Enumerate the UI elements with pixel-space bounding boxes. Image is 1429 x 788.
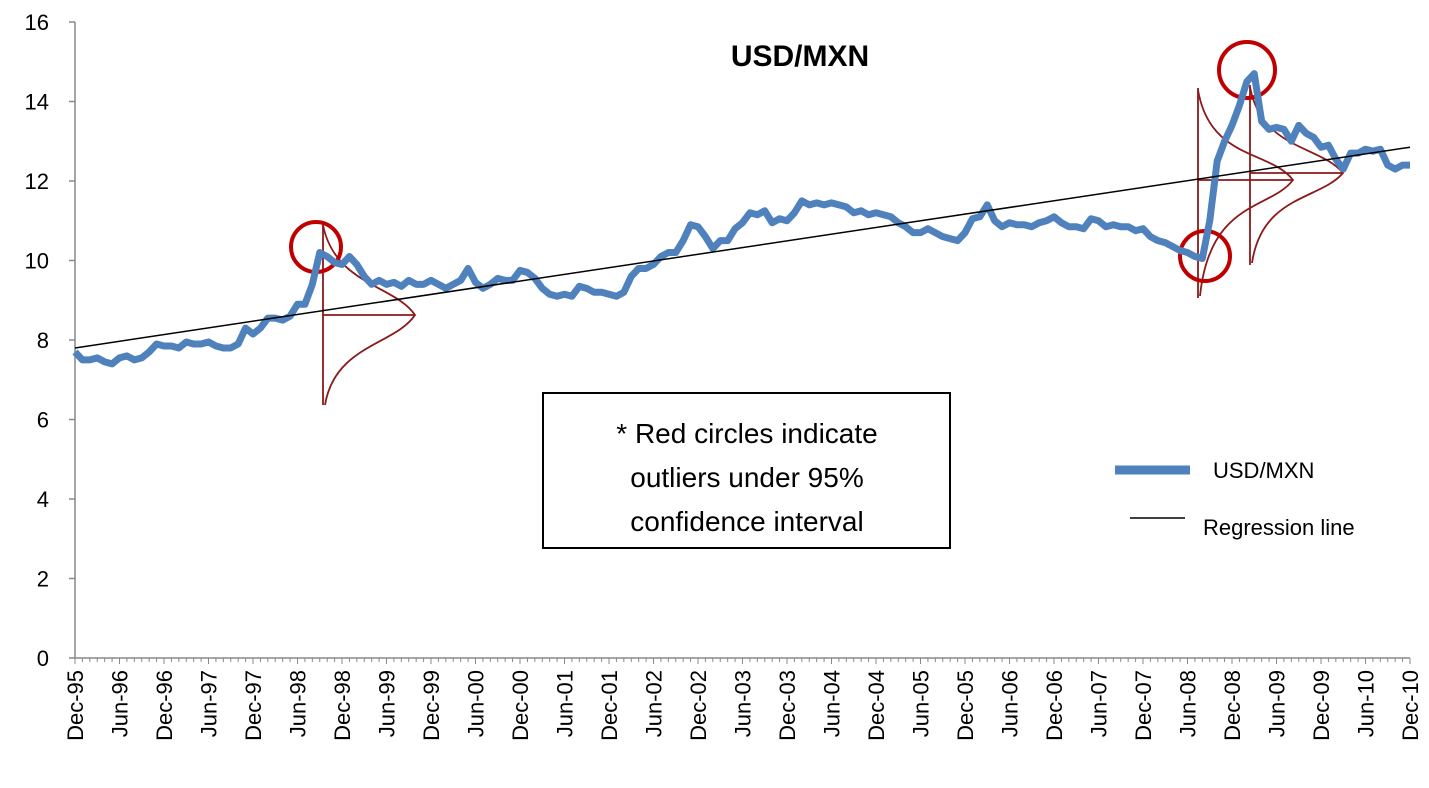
annotation-text: confidence interval: [630, 506, 863, 537]
x-tick-label: Dec-02: [686, 670, 711, 741]
x-tick-label: Dec-08: [1220, 670, 1245, 741]
x-tick-label: Jun-96: [108, 670, 133, 737]
x-tick-label: Jun-05: [909, 670, 934, 737]
annotation-text: * Red circles indicate: [616, 418, 877, 449]
y-tick-label: 4: [37, 487, 49, 512]
x-tick-label: Dec-03: [775, 670, 800, 741]
legend-label: USD/MXN: [1213, 458, 1314, 483]
x-tick-label: Dec-04: [864, 670, 889, 741]
x-tick-label: Jun-03: [731, 670, 756, 737]
x-tick-label: Dec-95: [63, 670, 88, 741]
y-tick-label: 12: [25, 169, 49, 194]
x-tick-label: Dec-99: [419, 670, 444, 741]
distribution-curves: [322, 85, 1345, 406]
x-tick-label: Jun-07: [1087, 670, 1112, 737]
y-tick-label: 8: [37, 328, 49, 353]
x-tick-label: Dec-01: [597, 670, 622, 741]
y-tick-label: 2: [37, 567, 49, 592]
series-line: [72, 70, 1410, 368]
outlier-circles: [289, 40, 1277, 283]
x-tick-label: Dec-10: [1398, 670, 1423, 741]
y-tick-label: 6: [37, 408, 49, 433]
x-tick-label: Dec-06: [1042, 670, 1067, 741]
x-tick-label: Jun-09: [1265, 670, 1290, 737]
y-tick-label: 16: [25, 10, 49, 35]
x-tick-label: Jun-97: [197, 670, 222, 737]
x-tick-label: Dec-07: [1131, 670, 1156, 741]
chart-title: USD/MXN: [731, 40, 869, 73]
x-tick-label: Jun-98: [286, 670, 311, 737]
annotation-box: [542, 392, 951, 549]
x-tick-label: Jun-04: [820, 670, 845, 737]
x-tick-label: Dec-09: [1309, 670, 1334, 741]
regression-line: [74, 146, 1411, 349]
x-tick-label: Dec-98: [330, 670, 355, 741]
x-tick-label: Dec-05: [953, 670, 978, 741]
x-tick-label: Jun-99: [375, 670, 400, 737]
x-tick-label: Jun-02: [642, 670, 667, 737]
x-tick-label: Dec-96: [152, 670, 177, 741]
y-tick-label: 14: [25, 90, 49, 115]
y-tick-label: 0: [37, 646, 49, 671]
x-tick-label: Jun-10: [1354, 670, 1379, 737]
annotation-text: outliers under 95%: [630, 462, 863, 493]
x-tick-label: Jun-00: [464, 670, 489, 737]
x-tick-label: Dec-97: [241, 670, 266, 741]
x-tick-label: Jun-06: [998, 670, 1023, 737]
legend-label: Regression line: [1203, 515, 1355, 540]
x-tick-label: Jun-01: [553, 670, 578, 737]
y-tick-label: 10: [25, 249, 49, 274]
x-tick-label: Jun-08: [1176, 670, 1201, 737]
x-tick-label: Dec-00: [508, 670, 533, 741]
